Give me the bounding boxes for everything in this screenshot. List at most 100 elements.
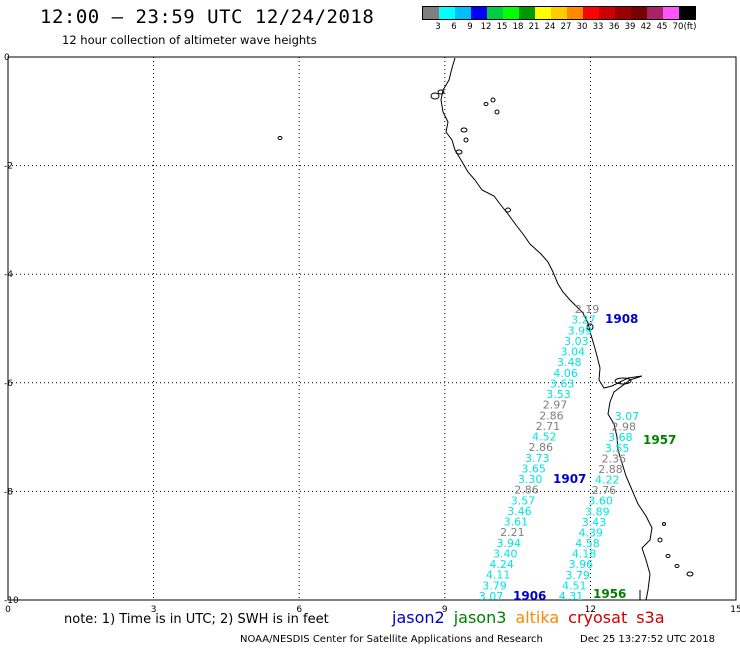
wave-height-colorbar: 3 6 9 12 15 18 21 24 27 30 33 36 39 42 45 70 (ft)	[422, 6, 696, 32]
pass-time-label: 1908	[605, 312, 638, 326]
island-outline	[455, 149, 463, 155]
island-outline	[494, 109, 500, 115]
colorbar-swatch	[503, 7, 519, 19]
swh-value: 2.76	[592, 484, 617, 497]
swh-value: 3.79	[565, 569, 590, 582]
x-tick-label: 12	[585, 605, 596, 615]
swh-value: 3.99	[568, 324, 593, 337]
swh-value: 3.94	[497, 537, 522, 550]
colorbar-label: 36	[608, 22, 620, 32]
generation-timestamp: Dec 25 13:27:52 UTC 2018	[580, 634, 715, 645]
y-tick-label: -8	[4, 487, 13, 497]
swh-value: 4.06	[553, 367, 578, 380]
swh-track-b: 3.072.983.683.552.362.884.222.763.603.89…	[559, 410, 640, 603]
swh-value: 3.40	[493, 547, 518, 560]
swh-value: 3.96	[569, 558, 594, 571]
page-subtitle: 12 hour collection of altimeter wave hei…	[62, 33, 317, 47]
x-tick-label: 9	[442, 605, 448, 615]
legend-jason3: jason3	[453, 608, 507, 627]
island-outline	[463, 137, 469, 143]
swh-value: 2.21	[500, 526, 525, 539]
swh-value: 4.22	[595, 474, 620, 487]
swh-value: 3.48	[557, 356, 582, 369]
island-outline	[505, 207, 511, 213]
map-grid	[7, 56, 737, 601]
swh-value: 3.63	[550, 377, 575, 390]
swh-value: 3.03	[564, 335, 589, 348]
swh-value: 2.98	[611, 421, 636, 434]
colorbar-label: 21	[528, 22, 540, 32]
y-tick-label: 0	[4, 53, 10, 63]
colorbar-swatch	[551, 7, 567, 19]
colorbar-label: 9	[467, 22, 473, 32]
colorbar-swatch	[663, 7, 679, 19]
axis-tick-labels: 0 3 6 9 12 15 0 -2 -4 -6 -8 -10	[4, 53, 740, 615]
page-title: 12:00 – 23:59 UTC 12/24/2018	[40, 6, 375, 28]
colorbar-swatch	[567, 7, 583, 19]
x-tick-label: 15	[730, 605, 740, 615]
colorbar-swatch	[423, 7, 439, 19]
colorbar-label: 30	[576, 22, 588, 32]
colorbar-label: 6	[451, 22, 457, 32]
colorbar-swatch	[679, 7, 695, 19]
swh-value: 3.79	[482, 579, 507, 592]
legend-altika: altika	[515, 608, 560, 627]
map-frame	[7, 56, 737, 601]
swh-value: 2.88	[598, 463, 623, 476]
colorbar-swatch	[583, 7, 599, 19]
swh-value: 2.71	[536, 420, 561, 433]
swh-value: 2.97	[543, 399, 568, 412]
colorbar-swatch	[631, 7, 647, 19]
colorbar-label: 33	[592, 22, 604, 32]
colorbar-labels: 3 6 9 12 15 18 21 24 27 30 33 36 39 42 45 70 (ft)	[422, 20, 696, 32]
swh-value: 3.55	[605, 442, 630, 455]
swh-value: 3.73	[525, 452, 550, 465]
swh-value: 3.57	[511, 494, 536, 507]
island-outline	[483, 102, 489, 106]
x-tick-label: 0	[5, 605, 11, 615]
swh-value: 2.36	[602, 452, 627, 465]
units-note: note: 1) Time is in UTC; 2) SWH is in fe…	[64, 612, 329, 627]
swh-track-a: 2.193.273.993.033.043.484.063.633.532.97…	[479, 303, 600, 603]
island-outline	[460, 127, 468, 133]
swh-value: 4.11	[486, 569, 511, 582]
swh-value: 3.61	[504, 516, 529, 529]
swh-value: 4.31	[559, 590, 584, 603]
colorbar-label: 42	[640, 22, 652, 32]
y-tick-label: -6	[4, 379, 13, 389]
colorbar-swatch	[455, 7, 471, 19]
island-outline	[657, 537, 663, 543]
colorbar-label: 70	[672, 22, 684, 32]
legend-jason2: jason2	[392, 608, 445, 627]
island-outline	[277, 136, 283, 140]
colorbar-swatch	[487, 7, 503, 19]
island-outline	[686, 571, 694, 577]
island-outline	[662, 522, 666, 526]
y-tick-label: -4	[4, 270, 13, 280]
swh-value: 4.51	[562, 579, 587, 592]
colorbar-swatch	[439, 7, 455, 19]
pass-time-label: 1956	[593, 587, 626, 601]
colorbar-swatch	[519, 7, 535, 19]
swh-value: 3.04	[561, 346, 586, 359]
colorbar-swatch	[599, 7, 615, 19]
island-outline	[490, 97, 496, 103]
colorbar-swatch	[615, 7, 631, 19]
satellite-legend: jason2 jason3 altika cryosat s3a	[392, 608, 674, 627]
pass-time-label: 1907	[553, 472, 586, 486]
swh-value: 3.30	[518, 473, 543, 486]
swh-value: 3.89	[585, 505, 610, 518]
colorbar-label: 24	[544, 22, 556, 32]
swh-value: 3.27	[571, 314, 596, 327]
island-outline	[665, 554, 671, 558]
colorbar-swatches	[422, 6, 696, 20]
y-tick-label: -10	[4, 596, 19, 606]
coastline-path	[440, 57, 653, 601]
swh-value: 3.60	[588, 495, 613, 508]
colorbar-label: 39	[624, 22, 636, 32]
pass-time-label: 1957	[643, 433, 676, 447]
island-outline	[437, 89, 445, 95]
swh-value: 3.68	[608, 431, 633, 444]
pass-time-label: 1906	[513, 589, 546, 603]
